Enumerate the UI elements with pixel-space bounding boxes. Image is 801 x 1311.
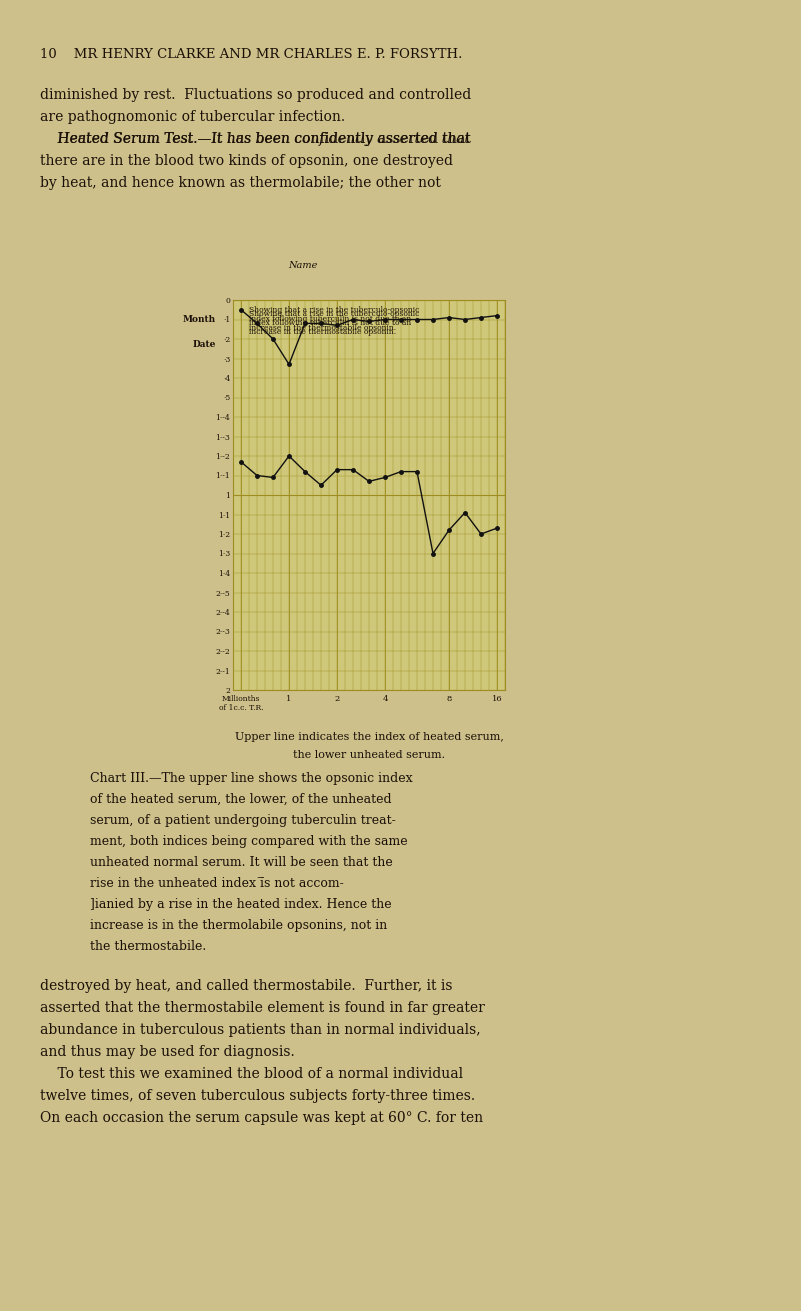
Text: are pathognomonic of tubercular infection.: are pathognomonic of tubercular infectio… xyxy=(40,110,345,125)
Text: serum, of a patient undergoing tuberculin treat-: serum, of a patient undergoing tuberculi… xyxy=(90,814,396,827)
Text: there are in the blood two kinds of opsonin, one destroyed: there are in the blood two kinds of opso… xyxy=(40,153,453,168)
Text: twelve times, of seven tuberculous subjects forty-three times.: twelve times, of seven tuberculous subje… xyxy=(40,1089,475,1103)
Text: the thermostabile.: the thermostabile. xyxy=(90,940,206,953)
Text: 2: 2 xyxy=(334,695,340,703)
Text: Name: Name xyxy=(288,261,317,270)
Text: of the heated serum, the lower, of the unheated: of the heated serum, the lower, of the u… xyxy=(90,793,392,806)
Text: Showing that a rise in the tuberculo-opsonic
index following tuberculin is not d: Showing that a rise in the tuberculo-ops… xyxy=(249,309,420,336)
Text: Upper line indicates the index of heated serum,: Upper line indicates the index of heated… xyxy=(235,732,504,742)
Text: increase is in the thermolabile opsonins, not in: increase is in the thermolabile opsonins… xyxy=(90,919,387,932)
Text: diminished by rest.  Fluctuations so produced and controlled: diminished by rest. Fluctuations so prod… xyxy=(40,88,471,102)
Text: 16: 16 xyxy=(492,695,502,703)
Text: To test this we examined the blood of a normal individual: To test this we examined the blood of a … xyxy=(40,1067,463,1082)
Text: 8: 8 xyxy=(446,695,452,703)
Text: rise in the unheated index i̅s not accom-: rise in the unheated index i̅s not accom… xyxy=(90,877,344,890)
Text: Date: Date xyxy=(193,340,216,349)
Text: asserted that the thermostabile element is found in far greater: asserted that the thermostabile element … xyxy=(40,1002,485,1015)
Text: 1: 1 xyxy=(286,695,292,703)
Text: ment, both indices being compared with the same: ment, both indices being compared with t… xyxy=(90,835,408,848)
Text: Chart III.—The upper line shows the opsonic index: Chart III.—The upper line shows the opso… xyxy=(90,772,413,785)
Text: the lower unheated serum.: the lower unheated serum. xyxy=(293,750,445,760)
Text: abundance in tuberculous patients than in normal individuals,: abundance in tuberculous patients than i… xyxy=(40,1023,481,1037)
Text: Heated Serum Test.—It has been confidently asserted that: Heated Serum Test.—It has been confident… xyxy=(40,132,470,146)
Text: Showing that a rise in the tuberculo-opsonic
index following tuberculin is not d: Showing that a rise in the tuberculo-ops… xyxy=(249,305,420,332)
Text: Heated Serum Test.—It has been confidently asserted that: Heated Serum Test.—It has been confident… xyxy=(40,132,471,146)
Text: 4: 4 xyxy=(382,695,388,703)
Text: 10    MR HENRY CLARKE AND MR CHARLES E. P. FORSYTH.: 10 MR HENRY CLARKE AND MR CHARLES E. P. … xyxy=(40,49,462,62)
Text: Month: Month xyxy=(183,315,216,324)
Text: unheated normal serum. It will be seen that the: unheated normal serum. It will be seen t… xyxy=(90,856,392,869)
Text: and thus may be used for diagnosis.: and thus may be used for diagnosis. xyxy=(40,1045,295,1059)
Text: Millionths
of 1c.c. T.R.: Millionths of 1c.c. T.R. xyxy=(219,695,264,712)
Text: On each occasion the serum capsule was kept at 60° C. for ten: On each occasion the serum capsule was k… xyxy=(40,1110,483,1125)
Text: destroyed by heat, and called thermostabile.  Further, it is: destroyed by heat, and called thermostab… xyxy=(40,979,453,992)
Text: by heat, and hence known as thermolabile; the other not: by heat, and hence known as thermolabile… xyxy=(40,176,441,190)
Text: ]ianied by a rise in the heated index. Hence the: ]ianied by a rise in the heated index. H… xyxy=(90,898,392,911)
